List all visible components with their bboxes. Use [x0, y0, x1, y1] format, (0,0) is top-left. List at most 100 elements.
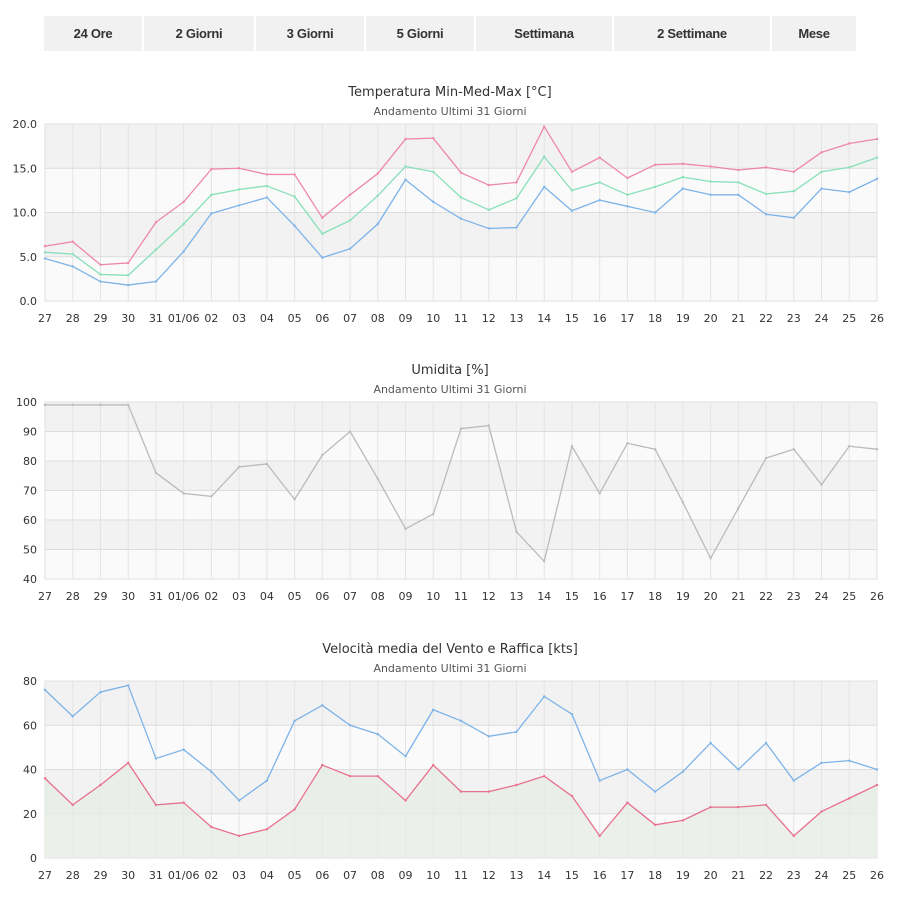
tab-3-giorni[interactable]: 3 Giorni	[256, 16, 364, 51]
data-point-humidity[interactable]	[154, 471, 158, 474]
data-point-humidity[interactable]	[764, 456, 768, 460]
data-point-min[interactable]	[681, 187, 685, 190]
data-point-min[interactable]	[709, 193, 712, 196]
data-point-humidity[interactable]	[848, 445, 851, 448]
data-point-max[interactable]	[737, 168, 740, 172]
data-point-med[interactable]	[820, 170, 823, 173]
data-point-med[interactable]	[598, 181, 601, 184]
data-point-humidity[interactable]	[820, 483, 823, 486]
data-point-gust[interactable]	[376, 732, 379, 736]
data-point-med[interactable]	[653, 185, 657, 189]
data-point-humidity[interactable]	[515, 530, 518, 533]
data-point-humidity[interactable]	[210, 495, 213, 498]
data-point-gust[interactable]	[43, 688, 47, 692]
data-point-med[interactable]	[709, 180, 712, 183]
data-point-min[interactable]	[792, 216, 795, 220]
data-point-med[interactable]	[210, 193, 213, 196]
data-point-med[interactable]	[543, 155, 546, 158]
data-point-gust[interactable]	[764, 741, 768, 745]
data-point-wind_avg[interactable]	[293, 808, 296, 811]
data-point-gust[interactable]	[848, 759, 851, 762]
data-point-gust[interactable]	[348, 724, 352, 727]
data-point-min[interactable]	[653, 211, 657, 214]
data-point-med[interactable]	[432, 170, 435, 173]
data-point-wind_avg[interactable]	[515, 783, 518, 787]
tab-settimana[interactable]: Settimana	[476, 16, 612, 51]
data-point-humidity[interactable]	[570, 445, 574, 448]
data-point-min[interactable]	[764, 213, 768, 216]
data-point-humidity[interactable]	[598, 492, 601, 495]
data-point-med[interactable]	[515, 197, 518, 200]
data-point-max[interactable]	[653, 163, 657, 166]
data-point-max[interactable]	[321, 216, 324, 220]
data-point-gust[interactable]	[820, 761, 823, 765]
data-point-humidity[interactable]	[626, 442, 629, 445]
tab-mese[interactable]: Mese	[772, 16, 856, 51]
data-point-humidity[interactable]	[875, 448, 879, 451]
data-point-min[interactable]	[626, 205, 629, 208]
data-point-med[interactable]	[321, 232, 324, 235]
data-point-med[interactable]	[154, 248, 158, 251]
data-point-med[interactable]	[875, 156, 879, 159]
data-point-max[interactable]	[404, 137, 407, 141]
data-point-humidity[interactable]	[43, 403, 47, 407]
data-point-min[interactable]	[321, 256, 324, 259]
data-point-min[interactable]	[487, 227, 490, 230]
data-point-max[interactable]	[709, 165, 712, 168]
data-point-min[interactable]	[293, 224, 296, 227]
data-point-gust[interactable]	[127, 684, 130, 687]
data-point-med[interactable]	[737, 181, 740, 184]
data-point-max[interactable]	[792, 170, 795, 173]
data-point-med[interactable]	[848, 166, 851, 169]
data-point-gust[interactable]	[681, 770, 685, 773]
data-point-max[interactable]	[293, 173, 296, 176]
data-point-humidity[interactable]	[459, 427, 463, 430]
data-point-wind_avg[interactable]	[820, 810, 823, 813]
data-point-humidity[interactable]	[265, 462, 269, 466]
data-point-wind_avg[interactable]	[792, 834, 795, 838]
data-point-gust[interactable]	[570, 712, 574, 716]
data-point-humidity[interactable]	[653, 448, 657, 451]
data-point-med[interactable]	[404, 165, 407, 168]
data-point-med[interactable]	[792, 190, 795, 193]
data-point-med[interactable]	[764, 192, 768, 196]
data-point-gust[interactable]	[709, 741, 712, 745]
data-point-min[interactable]	[154, 280, 158, 283]
data-point-med[interactable]	[376, 194, 379, 197]
data-point-wind_avg[interactable]	[764, 803, 768, 807]
data-point-max[interactable]	[432, 136, 435, 140]
data-point-wind_avg[interactable]	[570, 794, 574, 798]
data-point-max[interactable]	[598, 156, 601, 159]
tab-2-settimane[interactable]: 2 Settimane	[614, 16, 770, 51]
data-point-humidity[interactable]	[487, 424, 490, 427]
data-point-min[interactable]	[376, 222, 379, 226]
data-point-wind_avg[interactable]	[182, 801, 185, 804]
data-point-min[interactable]	[459, 217, 463, 220]
data-point-humidity[interactable]	[321, 453, 324, 457]
data-point-humidity[interactable]	[376, 477, 379, 480]
data-point-gust[interactable]	[653, 790, 657, 793]
tab-2-giorni[interactable]: 2 Giorni	[144, 16, 254, 51]
data-point-wind_avg[interactable]	[432, 763, 435, 767]
data-point-gust[interactable]	[487, 735, 490, 738]
data-point-gust[interactable]	[99, 690, 102, 694]
data-point-max[interactable]	[127, 261, 130, 265]
data-point-humidity[interactable]	[182, 492, 185, 495]
data-point-max[interactable]	[875, 137, 879, 141]
data-point-med[interactable]	[626, 193, 629, 196]
data-point-med[interactable]	[487, 208, 490, 212]
data-point-med[interactable]	[127, 274, 130, 277]
data-point-min[interactable]	[737, 193, 740, 196]
data-point-humidity[interactable]	[404, 527, 407, 531]
data-point-humidity[interactable]	[348, 430, 352, 433]
data-point-min[interactable]	[543, 185, 546, 189]
data-point-gust[interactable]	[265, 779, 269, 782]
data-point-min[interactable]	[598, 198, 601, 202]
data-point-med[interactable]	[459, 196, 463, 199]
data-point-max[interactable]	[848, 142, 851, 145]
data-point-max[interactable]	[265, 173, 269, 176]
data-point-max[interactable]	[237, 167, 241, 170]
data-point-gust[interactable]	[792, 779, 795, 782]
data-point-med[interactable]	[237, 188, 241, 191]
data-point-max[interactable]	[376, 172, 379, 175]
